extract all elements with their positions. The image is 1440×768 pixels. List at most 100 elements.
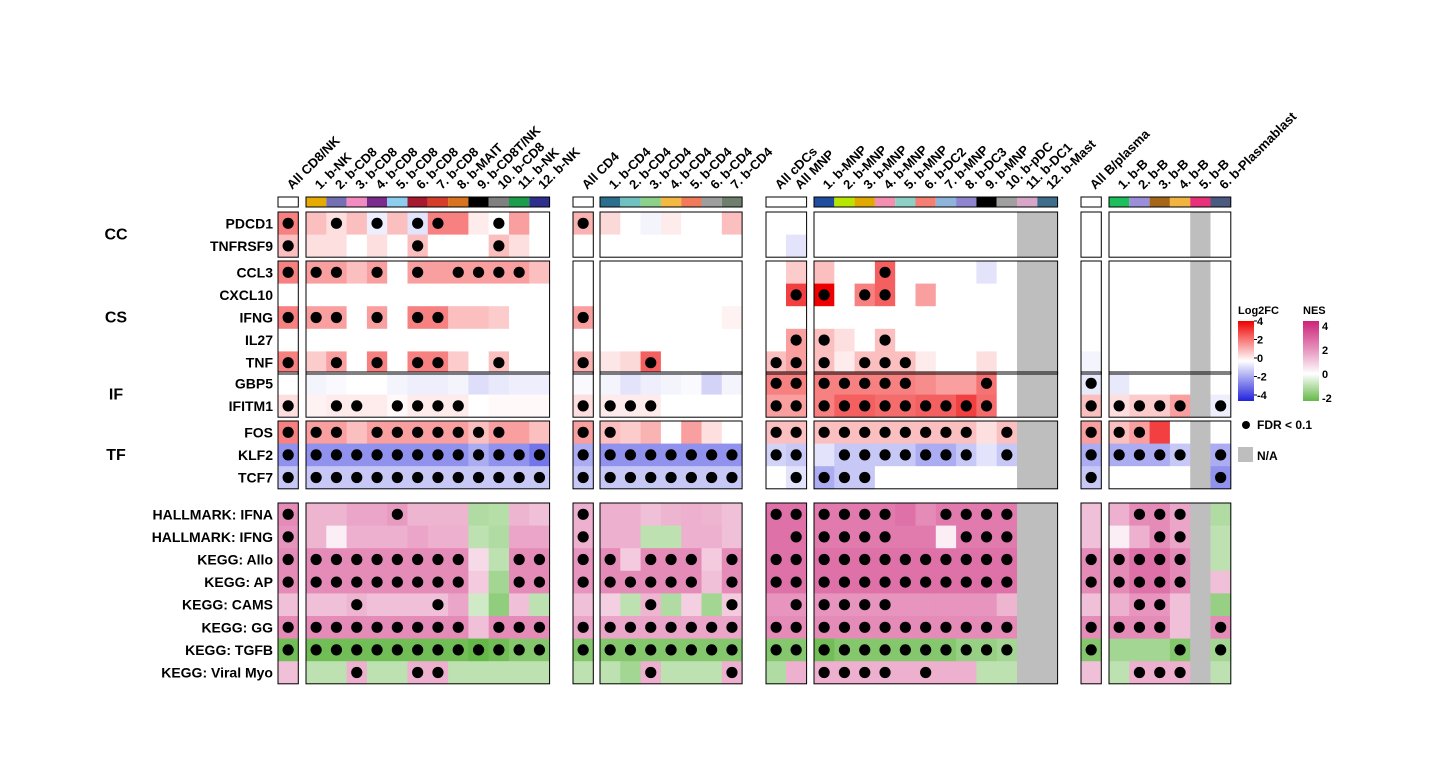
dot-ifitm1-cd8nk-8 (452, 400, 464, 412)
group-label-if: IF (109, 387, 123, 404)
dot-kegg-ap-mnp-7 (940, 576, 952, 588)
dot-ccl3-cd8nk-9 (472, 266, 485, 278)
dot-klf2-cd4-7 (726, 449, 738, 461)
cell-ifng-cd8nk-11 (509, 306, 530, 330)
cell-ifng-mnp-all1 (786, 306, 807, 330)
colorbar-mnp-5 (895, 197, 916, 207)
dot-tnf-cd8nk-2 (330, 357, 343, 369)
dot-ifitm1-mnp-6 (920, 400, 932, 412)
cell-fos-mnp-11 (1017, 421, 1038, 444)
dot-kegg-gg-cd8nk-11 (513, 621, 525, 633)
cell-ccl3-cd4-5 (681, 261, 702, 284)
dot-ifitm1-b-all0 (1085, 400, 1097, 412)
dot-kegg-tgfb-b-6 (1215, 644, 1227, 656)
colorbar-all-cd8nk (277, 196, 299, 208)
cell-cxcl10-cd8nk-6 (407, 283, 429, 307)
dot-kegg-allo-mnp-1 (818, 553, 830, 566)
colorbar-cd8nk-4 (366, 197, 388, 207)
dot-kegg-viral-myo-b-3 (1154, 666, 1166, 679)
cell-ccl3-mnp-6 (915, 261, 937, 284)
dot-kegg-allo-cd4-7 (726, 553, 738, 566)
cell-kegg-cams-cd8nk-6 (407, 593, 429, 617)
dot-kegg-ap-b-2 (1133, 576, 1146, 588)
cell-pdcd1-mnp-3 (854, 212, 876, 235)
row-label-tnfrsf9: TNFRSF9 (210, 238, 273, 254)
dot-hallmark-ifna-mnp-10 (1001, 508, 1013, 520)
cell-tcf7-mnp-9 (976, 466, 998, 490)
dot-pdcd1-cd8nk-6 (412, 217, 424, 229)
dot-kegg-tgfb-cd4-5 (685, 644, 697, 656)
heatmap-cells (278, 212, 1232, 685)
cell-hallmark-ifna-cd8nk-2 (326, 503, 347, 526)
dot-kegg-ap-mnp-10 (1001, 576, 1013, 588)
dot-kegg-tgfb-mnp-8 (960, 644, 972, 656)
dot-klf2-mnp-7 (940, 449, 952, 461)
dot-kegg-gg-cd8nk-10 (493, 621, 505, 633)
dot-kegg-cams-mnp-1 (818, 599, 830, 611)
cell-pdcd1-b-5 (1190, 212, 1211, 235)
cell-tnfrsf9-b-1 (1109, 234, 1130, 258)
dot-fos-b-1 (1113, 426, 1125, 438)
cell-pdcd1-cd8nk-1 (306, 212, 327, 235)
cell-kegg-ap-mnp-11 (1017, 570, 1038, 594)
cell-tnfrsf9-mnp-3 (854, 234, 876, 258)
dot-kegg-ap-cd4-7 (726, 576, 738, 588)
cell-fos-mnp-9 (976, 421, 998, 444)
cell-tnfrsf9-mnp-all0 (766, 234, 787, 258)
cell-gbp5-cd8nk-2 (326, 372, 347, 395)
dot-hallmark-ifna-b-3 (1154, 508, 1166, 520)
dot-ifng-cd8nk-6 (412, 311, 424, 324)
cell-pdcd1-mnp-9 (976, 212, 998, 235)
colorbar-all-b (1080, 196, 1102, 208)
border-cd4-all-s3 (572, 420, 594, 490)
border-mnp-all-s3 (765, 420, 808, 490)
cell-pdcd1-cd4-4 (660, 212, 682, 235)
dot-klf2-cd8nk-4 (371, 449, 383, 461)
cell-ccl3-mnp-5 (895, 261, 916, 284)
cell-cxcl10-cd4-6 (701, 283, 723, 307)
dot-ifitm1-cd8nk-2 (330, 400, 343, 412)
cell-hallmark-ifna-cd4-3 (640, 503, 662, 526)
cell-kegg-cams-cd4-1 (600, 593, 621, 617)
cell-kegg-cams-b-1 (1109, 593, 1130, 617)
dot-kegg-tgfb-cd8nk-10 (493, 644, 505, 656)
cell-kegg-viral-myo-cd8nk-11 (509, 661, 530, 685)
dot-kegg-gg-mnp-all1 (790, 621, 802, 633)
cell-tcf7-mnp-4 (874, 466, 896, 490)
dot-kegg-ap-b-4 (1174, 576, 1186, 588)
dot-fos-mnp-all1 (790, 426, 802, 438)
dot-kegg-tgfb-mnp-4 (879, 644, 891, 656)
border-b-all-s0 (1080, 211, 1102, 258)
cell-cxcl10-cd4-5 (681, 283, 702, 307)
cell-pdcd1-b-3 (1149, 212, 1171, 235)
cell-ccl3-mnp-9 (976, 261, 998, 284)
cell-kegg-ap-cd4-6 (701, 570, 723, 594)
cell-cxcl10-cd8nk-9 (468, 283, 490, 307)
dot-kegg-tgfb-mnp-7 (940, 644, 952, 656)
border-b-subs-s2 (1108, 371, 1232, 418)
cell-gbp5-mnp-10 (996, 372, 1018, 395)
dot-kegg-allo-mnp-8 (960, 553, 972, 566)
dot-kegg-ap-b-all0 (1085, 576, 1097, 588)
cell-hallmark-ifna-cd8nk-11 (509, 503, 530, 526)
dot-kegg-allo-mnp-6 (920, 553, 932, 566)
dot-ccl3-cd8nk-10 (493, 266, 505, 278)
cell-il27-mnp-all0 (766, 328, 787, 352)
dot-kegg-tgfb-cd8nk-11 (513, 644, 525, 656)
cell-kegg-cams-mnp-11 (1017, 593, 1038, 617)
dot-kegg-viral-myo-mnp-6 (920, 666, 932, 679)
cell-gbp5-cd8nk-6 (407, 372, 429, 395)
dot-ifitm1-b-1 (1113, 400, 1125, 412)
dot-kegg-allo-cd4-4 (665, 553, 677, 566)
cell-ifng-cd4-5 (681, 306, 702, 330)
dot-gbp5-mnp-all1 (790, 377, 802, 389)
dot-kegg-tgfb-cd8nk-7 (432, 644, 444, 656)
cell-tnf-b-1 (1109, 351, 1130, 375)
cell-tnfrsf9-mnp-2 (834, 234, 855, 258)
cell-tnf-cd4-4 (660, 351, 682, 375)
cell-ifng-mnp-6 (915, 306, 937, 330)
cell-hallmark-ifng-mnp-11 (1017, 525, 1038, 549)
row-label-fos: FOS (244, 424, 273, 440)
row-label-cxcl10: CXCL10 (219, 287, 273, 303)
